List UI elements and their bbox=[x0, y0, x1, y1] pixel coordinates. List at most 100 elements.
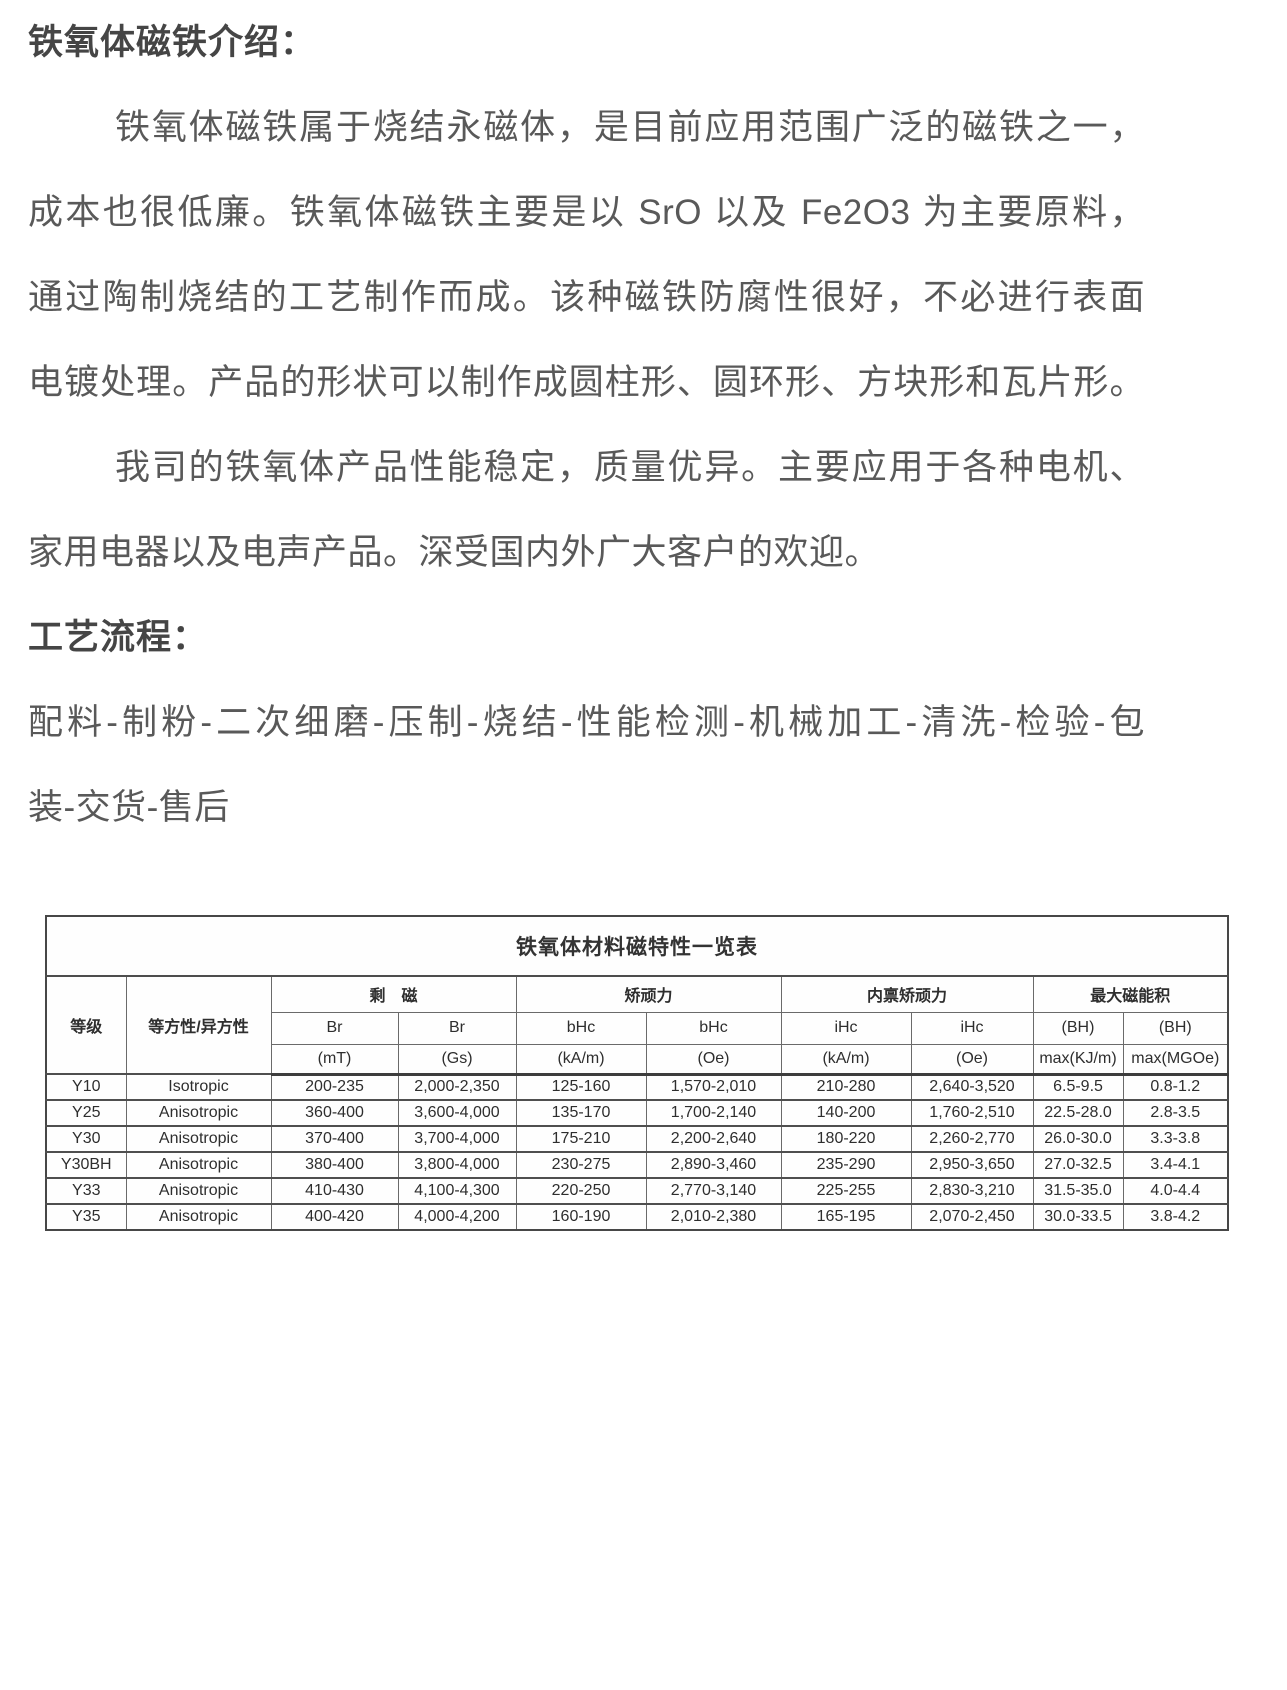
intro-line-2: 成本也很低廉。铁氧体磁铁主要是以 SrO 以及 Fe2O3 为主要原料， bbox=[28, 193, 1145, 232]
cell-grade: Y25 bbox=[45, 1099, 127, 1127]
col-header-isotropy: 等方性/异方性 bbox=[125, 975, 272, 1075]
cell: 225-255 bbox=[780, 1177, 912, 1205]
cell: 1,760-2,510 bbox=[910, 1099, 1034, 1127]
cell: 31.5-35.0 bbox=[1032, 1177, 1124, 1205]
cell-isotropy: Anisotropic bbox=[125, 1177, 272, 1205]
cell: 140-200 bbox=[780, 1099, 912, 1127]
cell: 165-195 bbox=[780, 1203, 912, 1231]
table-group-header-row: 等级 等方性/异方性 剩 磁 矫顽力 内禀矫顽力 最大磁能积 bbox=[45, 975, 1229, 1075]
cell-grade: Y10 bbox=[45, 1073, 127, 1101]
cell: 4.0-4.4 bbox=[1122, 1177, 1229, 1205]
cell: 22.5-28.0 bbox=[1032, 1099, 1124, 1127]
cell: 3,700-4,000 bbox=[397, 1125, 517, 1153]
table-row: Y30 Anisotropic 370-400 3,700-4,000 175-… bbox=[45, 1125, 1229, 1153]
document-body: 铁氧体磁铁介绍： 铁氧体磁铁属于烧结永磁体，是目前应用范围广泛的磁铁之一， 成本… bbox=[28, 0, 1145, 850]
ferrite-properties-table: 铁氧体材料磁特性一览表 等级 等方性/异方性 剩 磁 矫顽力 内禀矫顽力 最大磁… bbox=[45, 915, 1230, 1231]
cell-grade: Y30 bbox=[45, 1125, 127, 1153]
cell: 0.8-1.2 bbox=[1122, 1073, 1229, 1101]
cell: 2.8-3.5 bbox=[1122, 1099, 1229, 1127]
cell: 2,000-2,350 bbox=[397, 1073, 517, 1101]
cell: 235-290 bbox=[780, 1151, 912, 1179]
cell: 370-400 bbox=[270, 1125, 399, 1153]
unit-header: (mT) bbox=[270, 1043, 399, 1076]
cell: 27.0-32.5 bbox=[1032, 1151, 1124, 1179]
cell: 26.0-30.0 bbox=[1032, 1125, 1124, 1153]
sub-header: Br bbox=[397, 1011, 517, 1045]
cell: 125-160 bbox=[515, 1073, 647, 1101]
cell: 2,260-2,770 bbox=[910, 1125, 1034, 1153]
cell-isotropy: Anisotropic bbox=[125, 1203, 272, 1231]
cell: 180-220 bbox=[780, 1125, 912, 1153]
cell: 6.5-9.5 bbox=[1032, 1073, 1124, 1101]
cell: 4,100-4,300 bbox=[397, 1177, 517, 1205]
sub-header: bHc bbox=[645, 1011, 782, 1045]
cell: 400-420 bbox=[270, 1203, 399, 1231]
table-sub-header-row: Br Br bHc bHc iHc iHc (BH) (BH) bbox=[46, 1011, 1229, 1045]
intro-line-1: 铁氧体磁铁属于烧结永磁体，是目前应用范围广泛的磁铁之一， bbox=[115, 108, 1145, 147]
process-line-1: 配料-制粉-二次细磨-压制-烧结-性能检测-机械加工-清洗-检验-包 bbox=[28, 703, 1145, 742]
cell: 1,570-2,010 bbox=[645, 1073, 782, 1101]
cell-grade: Y30BH bbox=[45, 1151, 127, 1179]
cell: 2,200-2,640 bbox=[645, 1125, 782, 1153]
cell: 380-400 bbox=[270, 1151, 399, 1179]
sub-header: iHc bbox=[910, 1011, 1034, 1045]
process-line-2: 装-交货-售后 bbox=[28, 788, 230, 827]
intro-line-5: 我司的铁氧体产品性能稳定，质量优异。主要应用于各种电机、 bbox=[115, 448, 1145, 487]
table-row: Y33 Anisotropic 410-430 4,100-4,300 220-… bbox=[45, 1177, 1229, 1205]
intro-line-3: 通过陶制烧结的工艺制作而成。该种磁铁防腐性很好，不必进行表面 bbox=[28, 278, 1145, 317]
unit-header: (Gs) bbox=[397, 1043, 517, 1076]
group-header-remanence: 剩 磁 bbox=[270, 975, 517, 1013]
unit-header: max(KJ/m) bbox=[1032, 1043, 1124, 1076]
cell-isotropy: Isotropic bbox=[125, 1073, 272, 1101]
process-heading: 工艺流程： bbox=[28, 618, 209, 657]
group-header-intrinsic-coercivity: 内禀矫顽力 bbox=[780, 975, 1034, 1013]
sub-header: (BH) bbox=[1122, 1011, 1229, 1045]
cell-grade: Y33 bbox=[45, 1177, 127, 1205]
table-row: Y35 Anisotropic 400-420 4,000-4,200 160-… bbox=[45, 1203, 1229, 1231]
intro-line-6: 家用电器以及电声产品。深受国内外广大客户的欢迎。 bbox=[28, 533, 881, 572]
cell: 2,950-3,650 bbox=[910, 1151, 1034, 1179]
cell: 30.0-33.5 bbox=[1032, 1203, 1124, 1231]
cell: 2,830-3,210 bbox=[910, 1177, 1034, 1205]
group-header-coercivity: 矫顽力 bbox=[515, 975, 782, 1013]
col-header-grade: 等级 bbox=[45, 975, 127, 1075]
table-title-row: 铁氧体材料磁特性一览表 bbox=[45, 915, 1229, 977]
table-row: Y10 Isotropic 200-235 2,000-2,350 125-16… bbox=[45, 1073, 1229, 1101]
table-unit-header-row: (mT) (Gs) (kA/m) (Oe) (kA/m) (Oe) max(KJ… bbox=[46, 1043, 1229, 1076]
cell: 160-190 bbox=[515, 1203, 647, 1231]
cell: 3,600-4,000 bbox=[397, 1099, 517, 1127]
cell: 2,010-2,380 bbox=[645, 1203, 782, 1231]
cell: 4,000-4,200 bbox=[397, 1203, 517, 1231]
table-title: 铁氧体材料磁特性一览表 bbox=[45, 915, 1229, 977]
sub-header: (BH) bbox=[1032, 1011, 1124, 1045]
cell: 175-210 bbox=[515, 1125, 647, 1153]
sub-header: bHc bbox=[515, 1011, 647, 1045]
sub-header: iHc bbox=[780, 1011, 912, 1045]
table-row: Y25 Anisotropic 360-400 3,600-4,000 135-… bbox=[45, 1099, 1229, 1127]
cell: 3.3-3.8 bbox=[1122, 1125, 1229, 1153]
cell-grade: Y35 bbox=[45, 1203, 127, 1231]
cell: 3.4-4.1 bbox=[1122, 1151, 1229, 1179]
cell: 3.8-4.2 bbox=[1122, 1203, 1229, 1231]
cell: 2,070-2,450 bbox=[910, 1203, 1034, 1231]
cell: 2,890-3,460 bbox=[645, 1151, 782, 1179]
cell-isotropy: Anisotropic bbox=[125, 1099, 272, 1127]
cell: 2,770-3,140 bbox=[645, 1177, 782, 1205]
intro-line-4: 电镀处理。产品的形状可以制作成圆柱形、圆环形、方块形和瓦片形。 bbox=[28, 363, 1145, 402]
unit-header: (Oe) bbox=[645, 1043, 782, 1076]
unit-header: max(MGOe) bbox=[1122, 1043, 1229, 1076]
cell-isotropy: Anisotropic bbox=[125, 1151, 272, 1179]
unit-header: (kA/m) bbox=[515, 1043, 647, 1076]
cell: 135-170 bbox=[515, 1099, 647, 1127]
unit-header: (Oe) bbox=[910, 1043, 1034, 1076]
cell: 3,800-4,000 bbox=[397, 1151, 517, 1179]
cell: 230-275 bbox=[515, 1151, 647, 1179]
unit-header: (kA/m) bbox=[780, 1043, 912, 1076]
cell: 220-250 bbox=[515, 1177, 647, 1205]
cell: 210-280 bbox=[780, 1073, 912, 1101]
cell: 200-235 bbox=[270, 1073, 399, 1101]
cell: 2,640-3,520 bbox=[910, 1073, 1034, 1101]
group-header-max-energy-product: 最大磁能积 bbox=[1032, 975, 1229, 1013]
cell: 360-400 bbox=[270, 1099, 399, 1127]
